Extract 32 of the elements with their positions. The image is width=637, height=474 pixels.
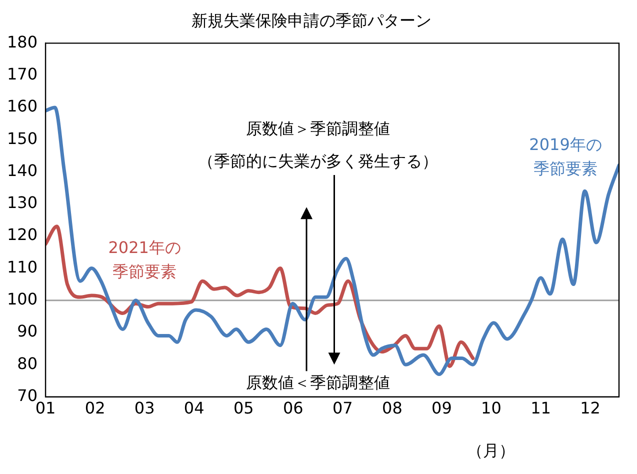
y-tick-label: 140 <box>6 160 38 180</box>
annotation: 原数値＞季節調整値 <box>246 119 390 138</box>
series-label: 2021年の季節要素 <box>108 238 181 282</box>
annotation: 原数値＜季節調整値 <box>246 373 390 392</box>
x-tick-label: 08 <box>382 398 402 418</box>
y-tick-label: 120 <box>6 225 38 244</box>
y-tick-label: 160 <box>6 96 38 116</box>
y-tick-label: 150 <box>6 128 38 148</box>
series-label: 2019年の季節要素 <box>529 135 602 178</box>
y-tick-label: 100 <box>6 290 38 309</box>
y-tick-label: 70 <box>17 386 38 405</box>
chart-title: 新規失業保険申請の季節パターン <box>192 10 432 30</box>
x-tick-label: 10 <box>481 398 502 418</box>
y-tick-label: 130 <box>6 193 38 212</box>
x-tick-label: 02 <box>84 398 106 418</box>
x-tick-label: 07 <box>332 398 353 418</box>
line-series <box>46 106 619 376</box>
y-tick-label: 180 <box>6 32 38 52</box>
x-tick-label: 05 <box>233 398 254 418</box>
y-tick-label: 110 <box>6 257 38 276</box>
x-tick-label: 04 <box>184 398 204 418</box>
x-tick-label: 12 <box>580 398 600 418</box>
y-tick-label: 80 <box>17 354 38 373</box>
x-tick-label: 06 <box>282 398 304 418</box>
x-tick-label: 11 <box>530 398 551 418</box>
annotation: （季節的に失業が多く発生する） <box>198 151 438 170</box>
x-tick-label: 03 <box>134 398 155 418</box>
x-axis-title: （月） <box>467 440 516 460</box>
x-tick-label: 01 <box>35 398 56 418</box>
y-tick-label: 90 <box>17 322 38 341</box>
y-tick-label: 170 <box>6 64 38 84</box>
x-tick-label: 09 <box>432 398 452 418</box>
